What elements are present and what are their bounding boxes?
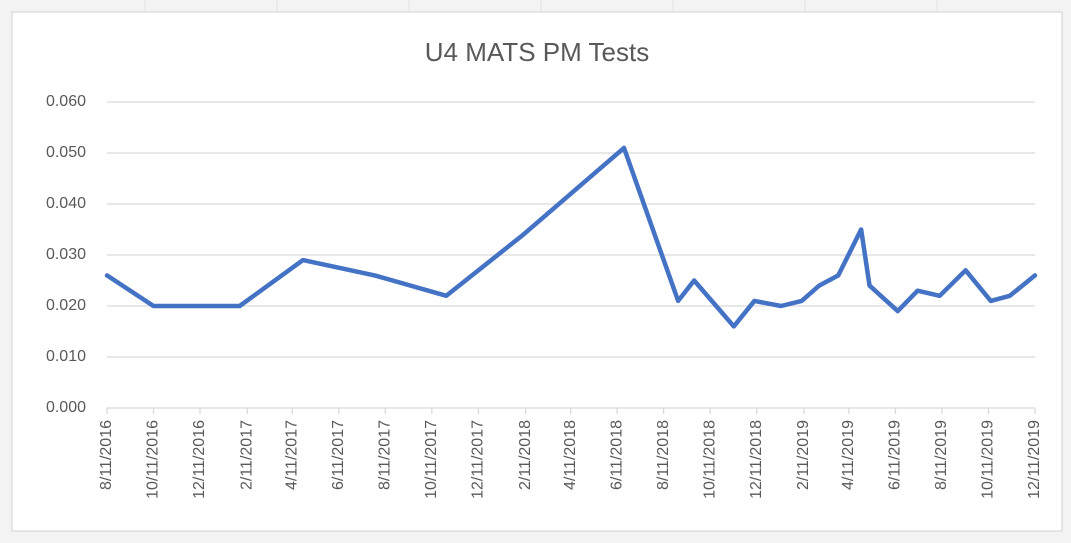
x-tick-label: 12/11/2019 [1026,420,1043,499]
y-tick-label: 0.060 [46,93,86,110]
x-tick-label: 10/11/2018 [701,420,718,499]
x-tick-label: 2/11/2018 [517,420,534,490]
x-tick-label: 6/11/2019 [887,420,904,490]
sheet-gridlines [144,0,938,12]
x-tick-label: 8/11/2019 [933,420,950,490]
x-tick-label: 6/11/2017 [330,420,347,490]
y-tick-label: 0.050 [46,144,86,161]
x-tick-label: 8/11/2016 [98,420,115,490]
data-line [104,145,1038,329]
x-tick-label: 4/11/2017 [284,420,301,490]
y-tick-label: 0.000 [46,399,86,416]
x-tick-label: 2/11/2019 [795,420,812,490]
x-tick-label: 12/11/2016 [191,420,208,499]
x-tick-label: 12/11/2017 [470,420,487,499]
y-tick-label: 0.020 [46,297,86,314]
y-tick-label: 0.040 [46,195,86,212]
x-tick-label: 4/11/2018 [562,420,579,490]
y-tick-label: 0.010 [46,348,86,365]
y-tick-label: 0.030 [46,246,86,263]
x-tick-label: 2/11/2017 [239,420,256,490]
x-tick-label: 10/11/2017 [423,420,440,499]
x-tick-label: 10/11/2019 [980,420,997,499]
x-tick-label: 10/11/2016 [145,420,162,499]
chart-title: U4 MATS PM Tests [425,37,649,67]
x-tick-label: 6/11/2018 [608,420,625,490]
chart-area [11,11,1063,532]
x-tick-label: 8/11/2018 [655,420,672,490]
x-tick-label: 8/11/2017 [377,420,394,490]
x-tick-label: 4/11/2019 [840,420,857,490]
x-tick-label: 12/11/2018 [748,420,765,499]
